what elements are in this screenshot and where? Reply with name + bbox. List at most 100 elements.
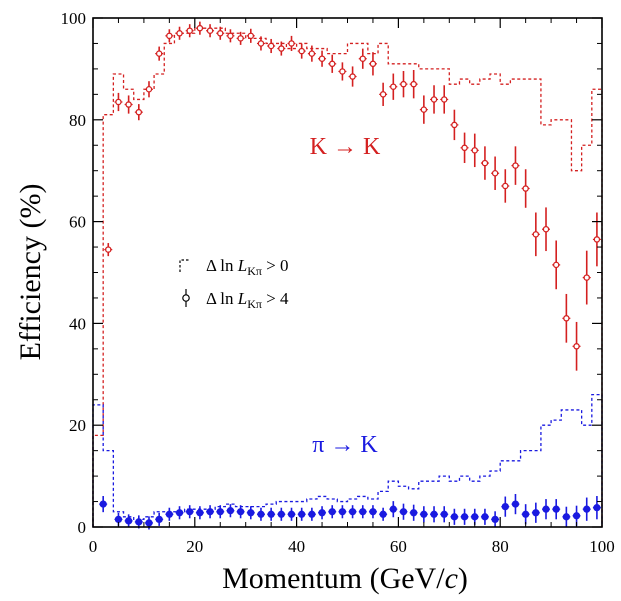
k-to-k-points-point	[338, 62, 347, 81]
pi-to-k-points-point	[501, 496, 510, 517]
k-to-k-points-point	[124, 95, 133, 114]
pi-to-k-points-point	[358, 505, 367, 519]
k-to-k-points-point	[501, 169, 510, 203]
k-to-k-points-point	[389, 73, 398, 100]
pi-to-k-points-point	[236, 505, 245, 519]
pi-to-k-points-point	[277, 507, 286, 521]
pi-to-k-points-point	[389, 501, 398, 518]
k-to-k-hist-line	[92, 27, 603, 527]
k-to-k-points-point	[582, 250, 591, 305]
k-to-k-points-point	[592, 212, 601, 267]
pi-to-k-points-point	[216, 505, 225, 519]
pi-to-k-points-point	[552, 499, 561, 520]
k-to-k-points-point	[328, 54, 337, 73]
k-to-k-points-point	[542, 207, 551, 252]
k-to-k-points-point	[430, 85, 439, 114]
y-tick-label: 80	[69, 111, 86, 130]
x-tick-label: 40	[288, 537, 305, 556]
y-tick-label: 40	[69, 314, 86, 333]
k-to-k-points-point	[318, 50, 327, 67]
pi-to-k-points-point	[175, 506, 184, 520]
pi-to-k-points-point	[206, 505, 215, 519]
k-to-k-points-point	[440, 85, 449, 114]
legend-label-points: Δ ln LKπ > 4	[206, 289, 289, 311]
y-tick-label: 20	[69, 416, 86, 435]
pi-to-k-points-point	[419, 506, 428, 523]
k-to-k-points-point	[206, 24, 215, 38]
k-to-k-points-point	[277, 41, 286, 56]
k-to-k-points-point	[287, 35, 296, 52]
k-to-k-points-point	[307, 45, 316, 62]
k-to-k-points-point	[419, 95, 428, 124]
pi-to-k-points-point	[379, 507, 388, 521]
k-to-k-points-point	[460, 132, 469, 163]
k-to-k-points-point	[562, 293, 571, 343]
pi-to-k-points-point	[328, 505, 337, 519]
x-tick-label: 100	[589, 537, 615, 556]
x-axis-title: Momentum (GeV/c)	[222, 562, 468, 595]
legend-dashed-swatch	[179, 259, 190, 272]
pi-to-k-points-point	[267, 507, 276, 521]
pi-to-k-points-point	[348, 505, 357, 519]
pi-to-k-points-point	[246, 506, 255, 520]
series-layer	[92, 21, 603, 530]
k-to-k-points-point	[236, 31, 245, 45]
y-tick-label: 100	[61, 9, 87, 28]
k-to-k-points-point	[185, 24, 194, 38]
pi-to-k-points-point	[195, 506, 204, 520]
legend: Δ ln LKπ > 0 Δ ln LKπ > 4	[179, 256, 289, 311]
x-tick-label: 0	[89, 537, 98, 556]
k-to-k-points-point	[165, 29, 174, 43]
pi-to-k-points-point	[185, 505, 194, 519]
pi-to-k-points-point	[165, 507, 174, 521]
pi-to-k-points-point	[592, 496, 601, 520]
y-tick-label: 60	[69, 213, 86, 232]
k-to-k-points-point	[216, 26, 225, 40]
pi-to-k-points-point	[318, 506, 327, 520]
axis-ticks: 0 20 40 60 80 100 0 20 40 60 80 100	[61, 9, 615, 556]
k-to-k-points-point	[552, 240, 561, 290]
legend-label-dashed: Δ ln LKπ > 0	[206, 256, 289, 278]
k-to-k-points-point	[491, 156, 500, 190]
x-tick-label: 20	[186, 537, 203, 556]
k-to-k-points-point	[480, 146, 489, 180]
x-tick-label: 60	[390, 537, 407, 556]
pi-to-k-points-point	[511, 493, 520, 515]
pi-to-k-points-point	[521, 504, 530, 525]
k-to-k-points-point	[134, 104, 143, 121]
pi-to-k-points-point	[531, 502, 540, 523]
k-to-k-points-point	[450, 109, 459, 141]
y-axis-title: Efficiency (%)	[14, 184, 47, 361]
pi-to-k-points-point	[256, 507, 265, 521]
k-to-k-points-point	[470, 133, 479, 168]
pi-to-k-points-point	[297, 507, 306, 521]
k-to-k-points-point	[368, 52, 377, 76]
pi-to-k-points-point	[562, 506, 571, 527]
k-to-k-points-point	[572, 321, 581, 371]
k-to-k-points-point	[379, 82, 388, 106]
k-to-k-points-point	[511, 146, 520, 185]
pi-to-k-points-point	[450, 508, 459, 525]
x-tick-label: 80	[492, 537, 509, 556]
k-to-k-points-point	[114, 92, 123, 112]
pi-to-k-points-point	[430, 506, 439, 523]
k-to-k-points-point	[144, 81, 153, 98]
k-to-k-points-point	[297, 43, 306, 59]
pi-to-k-points-point	[399, 503, 408, 520]
pi-to-k-points-point	[287, 507, 296, 521]
k-to-k-points-point	[195, 21, 204, 35]
pi-to-k-points-point	[307, 507, 316, 521]
k-to-k-points-point	[358, 48, 367, 69]
pi-to-k-points-point	[155, 512, 164, 526]
k-to-k-points-point	[155, 46, 164, 61]
k-to-k-points-point	[399, 71, 408, 98]
k-to-k-annotation: K → K	[310, 134, 381, 160]
k-to-k-points-point	[409, 69, 418, 99]
pi-to-k-annotation: π → K	[312, 432, 378, 458]
legend-point-marker	[182, 294, 190, 302]
y-tick-label: 0	[78, 518, 87, 537]
pi-to-k-points-point	[542, 499, 551, 520]
k-to-k-points-point	[104, 243, 113, 257]
pi-to-k-points-point	[582, 497, 591, 521]
